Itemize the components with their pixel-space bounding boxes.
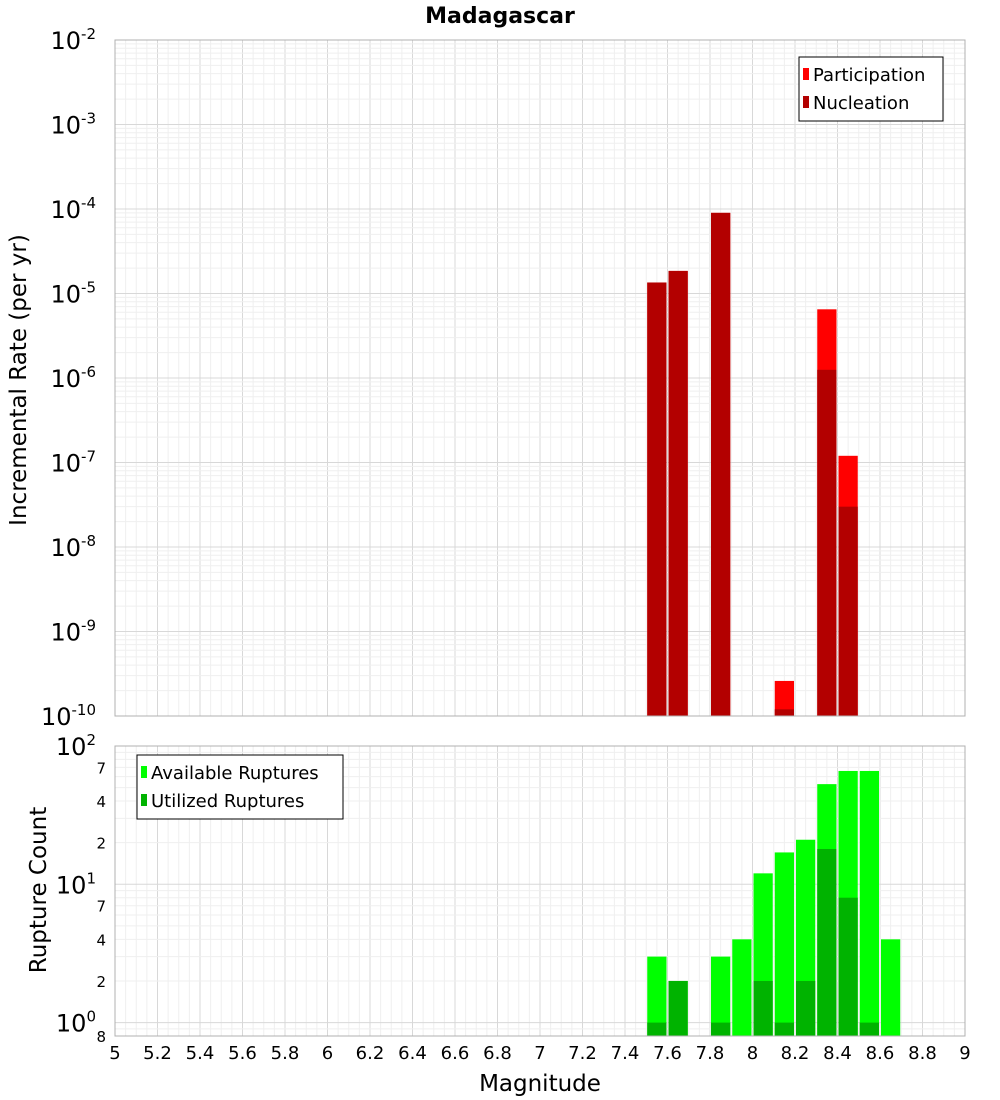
legend-swatch — [803, 96, 809, 108]
plot-border — [114, 745, 966, 1037]
x-tick-label: 5.4 — [186, 1043, 215, 1064]
x-tick-label: 7.8 — [696, 1043, 725, 1064]
x-tick-label: 7.6 — [653, 1043, 682, 1064]
legend-label: Available Ruptures — [151, 763, 319, 784]
x-tick-label: 5.6 — [228, 1043, 257, 1064]
x-axis-label: Magnitude — [479, 1071, 601, 1097]
x-tick-label: 7 — [534, 1043, 545, 1064]
y-minor-tick-label: 7 — [96, 759, 106, 777]
y-minor-tick-label: 4 — [96, 793, 106, 811]
bar — [732, 939, 752, 1036]
x-tick-label: 5.2 — [143, 1043, 172, 1064]
x-tick-label: 6.2 — [356, 1043, 385, 1064]
y-tick-label: 102 — [56, 731, 96, 761]
y-tick-label: 10-3 — [50, 110, 96, 140]
bar — [774, 852, 794, 1036]
bar — [838, 506, 858, 716]
plot-border — [114, 39, 966, 717]
bar — [881, 939, 901, 1036]
y-tick-label: 10-8 — [50, 532, 96, 562]
bar — [859, 1022, 879, 1036]
y-tick-label: 10-9 — [50, 617, 96, 647]
bar — [711, 212, 731, 716]
bottom-utilized-ruptures-series — [647, 848, 879, 1036]
y-tick-label: 10-5 — [50, 279, 96, 309]
x-tick-label: 6.8 — [483, 1043, 512, 1064]
y-tick-label: 10-10 — [41, 701, 96, 731]
bar — [668, 980, 688, 1036]
bar — [774, 680, 794, 716]
x-tick-label: 8.4 — [823, 1043, 852, 1064]
y-minor-tick-label: 7 — [96, 898, 106, 916]
bottom-y-axis-label: Rupture Count — [26, 807, 52, 973]
bar — [711, 1022, 731, 1036]
y-tick-label: 101 — [56, 869, 96, 899]
x-tick-label: 8.8 — [908, 1043, 937, 1064]
bar — [838, 897, 858, 1036]
x-tick-label: 5 — [109, 1043, 120, 1064]
bar — [859, 770, 879, 1036]
bar — [668, 270, 688, 716]
bar — [796, 980, 816, 1036]
legend-box — [136, 754, 344, 820]
legend-swatch — [141, 794, 147, 806]
x-tick-label: 7.4 — [611, 1043, 640, 1064]
x-tick-label: 6 — [322, 1043, 333, 1064]
x-tick-label: 8.6 — [866, 1043, 895, 1064]
y-minor-tick-label: 8 — [96, 1028, 106, 1046]
bar — [774, 1022, 794, 1036]
bar — [711, 956, 731, 1036]
legend-label: Utilized Ruptures — [151, 791, 304, 812]
legend-box — [798, 56, 944, 122]
x-tick-label: 8 — [747, 1043, 758, 1064]
legend: Participation Nucleation — [798, 56, 944, 122]
bar — [817, 369, 837, 716]
bar — [647, 282, 667, 716]
legend-label: Nucleation — [813, 93, 909, 114]
y-tick-label: 100 — [56, 1008, 96, 1038]
legend-label: Participation — [813, 65, 925, 86]
bar — [817, 848, 837, 1036]
x-tick-label: 6.6 — [441, 1043, 470, 1064]
bar — [774, 709, 794, 716]
bottom-plot: 100 101 102 8 2 4 7 2 4 7 5 5.2 5.4 5.6 5.8 6 6.2 6.4 6.6 6… — [56, 731, 971, 1064]
y-minor-tick-label: 4 — [96, 931, 106, 949]
x-tick-label: 7.2 — [568, 1043, 597, 1064]
top-y-axis-label: Incremental Rate (per yr) — [6, 234, 32, 526]
top-nucleation-series — [647, 212, 858, 716]
y-tick-label: 10-7 — [50, 448, 96, 478]
bar — [753, 980, 773, 1036]
x-tick-label: 6.4 — [398, 1043, 427, 1064]
legend: Available Ruptures Utilized Ruptures — [136, 754, 344, 820]
y-minor-tick-label: 2 — [96, 973, 106, 991]
y-tick-label: 10-4 — [50, 194, 96, 224]
x-tick-label: 9 — [959, 1043, 970, 1064]
bar — [647, 1022, 667, 1036]
top-plot: 10-10 10-9 10-8 10-7 10-6 10-5 10-4 10-3 10-2 Par… — [41, 25, 966, 731]
y-tick-label: 10-6 — [50, 363, 96, 393]
x-tick-label: 8.2 — [781, 1043, 810, 1064]
y-tick-label: 10-2 — [50, 25, 96, 55]
legend-swatch — [141, 766, 147, 778]
bar — [647, 956, 667, 1036]
y-minor-tick-label: 2 — [96, 835, 106, 853]
legend-swatch — [803, 68, 809, 80]
chart-title: Madagascar — [425, 4, 575, 29]
x-tick-label: 5.8 — [271, 1043, 300, 1064]
